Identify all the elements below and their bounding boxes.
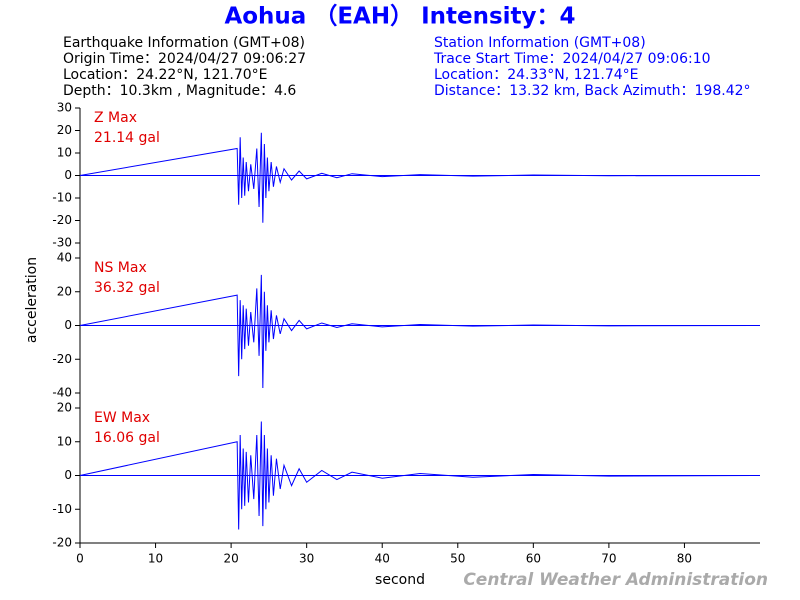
y-tick-label: -40 xyxy=(52,386,72,400)
x-tick-label: 30 xyxy=(299,552,314,566)
annotation: 21.14 gal xyxy=(94,130,160,146)
annotation: NS Max xyxy=(94,260,147,276)
x-tick-label: 80 xyxy=(677,552,692,566)
waveform xyxy=(79,132,753,223)
x-tick-label: 50 xyxy=(450,552,465,566)
credit: Central Weather Administration xyxy=(463,570,768,590)
y-tick-label: 10 xyxy=(57,146,72,160)
annotation: EW Max xyxy=(94,410,150,426)
x-tick-label: 60 xyxy=(526,552,541,566)
y-tick-label: -20 xyxy=(52,352,72,366)
y-tick-label: 30 xyxy=(57,101,72,115)
y-tick-label: 0 xyxy=(64,168,72,182)
y-tick-label: 0 xyxy=(64,468,72,482)
x-tick-label: 0 xyxy=(76,552,84,566)
annotation: Z Max xyxy=(94,110,137,126)
y-tick-label: 0 xyxy=(64,318,72,332)
station-info: Station Information (GMT+08) xyxy=(434,35,646,51)
y-tick-label: -20 xyxy=(52,213,72,227)
y-tick-label: -20 xyxy=(52,536,72,550)
y-tick-label: 10 xyxy=(57,434,72,448)
eq-info: Earthquake Information (GMT+08) xyxy=(63,35,305,51)
y-axis-label: acceleration xyxy=(24,257,40,343)
waveform xyxy=(79,274,753,388)
x-tick-label: 40 xyxy=(375,552,390,566)
station-info: Trace Start Time：2024/04/27 09:06:10 xyxy=(433,51,711,67)
eq-info: Depth：10.3km , Magnitude：4.6 xyxy=(63,83,296,99)
x-tick-label: 10 xyxy=(148,552,163,566)
waveform xyxy=(79,421,753,530)
y-tick-label: -10 xyxy=(52,502,72,516)
annotation: 16.06 gal xyxy=(94,430,160,446)
y-tick-label: -10 xyxy=(52,191,72,205)
chart-title: Aohua （EAH） Intensity：4 xyxy=(224,3,575,30)
y-tick-label: 20 xyxy=(57,123,72,137)
y-tick-label: 20 xyxy=(57,284,72,298)
annotation: 36.32 gal xyxy=(94,280,160,296)
station-info: Location：24.33°N, 121.74°E xyxy=(434,67,639,83)
y-tick-label: 40 xyxy=(57,251,72,265)
x-tick-label: 70 xyxy=(601,552,616,566)
x-axis-label: second xyxy=(375,572,425,588)
y-tick-label: -30 xyxy=(52,236,72,250)
station-info: Distance：13.32 km, Back Azimuth：198.42° xyxy=(434,83,751,99)
eq-info: Origin Time：2024/04/27 09:06:27 xyxy=(63,51,306,67)
eq-info: Location：24.22°N, 121.70°E xyxy=(63,67,268,83)
y-tick-label: 20 xyxy=(57,401,72,415)
x-tick-label: 20 xyxy=(223,552,238,566)
